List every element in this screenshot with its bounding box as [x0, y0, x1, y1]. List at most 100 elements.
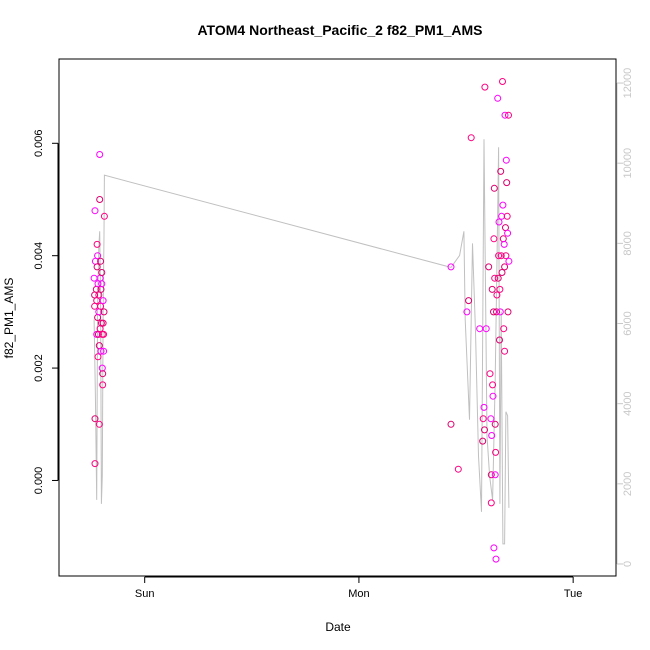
- data-point: [97, 302, 105, 310]
- data-point: [479, 437, 487, 445]
- y-tick-label: 0.002: [33, 354, 45, 382]
- data-point: [99, 370, 107, 378]
- data-point: [490, 184, 498, 192]
- data-point: [491, 274, 499, 282]
- data-point: [454, 465, 462, 473]
- data-point: [489, 392, 497, 400]
- data-point: [479, 415, 487, 423]
- y-tick-label: 0.004: [33, 242, 45, 270]
- y2-tick-label: 6000: [622, 311, 634, 335]
- data-point: [499, 235, 507, 243]
- data-point: [504, 308, 512, 316]
- data-point: [98, 269, 106, 276]
- data-point: [490, 235, 498, 243]
- y2-tick-label: 12000: [622, 68, 634, 99]
- data-point: [99, 381, 107, 389]
- data-point: [98, 364, 106, 372]
- data-point: [491, 420, 499, 428]
- data-point: [476, 325, 484, 333]
- data-point: [496, 285, 504, 293]
- line-layer: [93, 139, 510, 545]
- plot-frame: [58, 58, 617, 577]
- data-point: [93, 263, 101, 271]
- data-point: [94, 353, 102, 361]
- data-point: [499, 201, 507, 209]
- data-point: [485, 263, 493, 271]
- data-point: [490, 544, 498, 552]
- data-point: [95, 420, 103, 428]
- data-point: [99, 319, 107, 327]
- data-point: [487, 499, 495, 507]
- data-point: [491, 471, 499, 479]
- data-point: [465, 297, 473, 305]
- data-point: [94, 252, 102, 260]
- data-point: [447, 420, 455, 428]
- data-point: [487, 415, 495, 423]
- x-axis-label: Date: [325, 620, 351, 634]
- x-axis: Sun Mon Tue: [135, 576, 583, 600]
- data-point: [496, 308, 504, 316]
- data-point: [505, 257, 513, 265]
- data-point: [447, 263, 455, 271]
- data-point: [96, 151, 104, 158]
- y-axis: 0.000 0.002 0.004 0.006: [33, 130, 59, 494]
- data-point: [500, 325, 508, 333]
- y2-tick-label: 2000: [622, 472, 634, 496]
- data-point: [97, 347, 105, 355]
- data-point: [488, 432, 496, 439]
- data-point: [489, 381, 497, 389]
- data-point: [486, 370, 494, 378]
- data-point: [503, 212, 511, 220]
- data-point: [98, 280, 106, 288]
- data-point: [467, 134, 475, 142]
- data-point: [99, 297, 107, 305]
- y2-tick-label: 4000: [622, 391, 634, 415]
- data-point: [91, 460, 99, 468]
- data-point: [500, 240, 508, 248]
- series-line: [93, 139, 510, 545]
- data-point: [480, 403, 488, 411]
- x-tick-label: Sun: [135, 588, 155, 600]
- x-tick-label: Tue: [564, 588, 583, 600]
- data-point: [482, 325, 490, 333]
- data-point: [504, 229, 512, 237]
- data-point: [100, 347, 108, 355]
- point-layer: [90, 78, 513, 563]
- data-point: [501, 263, 509, 271]
- data-point: [96, 196, 104, 203]
- data-point: [501, 347, 509, 355]
- data-point: [481, 426, 488, 434]
- data-point: [481, 83, 489, 91]
- data-point: [502, 252, 510, 260]
- y-axis-label: f82_PM1_AMS: [2, 278, 16, 359]
- data-point: [493, 308, 500, 316]
- chart-title: ATOM4 Northeast_Pacific_2 f82_PM1_AMS: [197, 22, 482, 38]
- data-point: [499, 78, 506, 85]
- data-point: [496, 336, 503, 344]
- data-point: [492, 448, 500, 456]
- y2-tick-label: 10000: [622, 148, 634, 179]
- y2-axis: 0 2000 4000 6000 8000 10000 12000: [616, 68, 634, 567]
- data-point: [497, 167, 505, 175]
- data-point: [490, 308, 497, 316]
- data-point: [100, 330, 108, 338]
- data-point: [91, 302, 99, 310]
- data-point: [97, 257, 105, 265]
- data-point: [503, 179, 511, 187]
- data-point: [488, 285, 496, 293]
- y2-tick-label: 8000: [622, 231, 634, 255]
- data-point: [495, 252, 503, 260]
- data-point: [502, 156, 510, 164]
- data-point: [463, 308, 471, 316]
- data-point: [494, 94, 502, 102]
- y2-tick-label: 0: [622, 561, 634, 567]
- data-point: [91, 415, 99, 423]
- data-point: [494, 274, 502, 282]
- data-point: [501, 111, 509, 119]
- data-point: [505, 111, 512, 119]
- data-point: [91, 207, 99, 215]
- data-point: [495, 218, 503, 226]
- data-point: [93, 240, 101, 248]
- data-point: [100, 308, 108, 316]
